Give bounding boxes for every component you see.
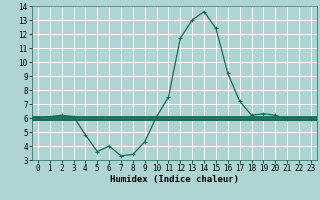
X-axis label: Humidex (Indice chaleur): Humidex (Indice chaleur) bbox=[110, 175, 239, 184]
